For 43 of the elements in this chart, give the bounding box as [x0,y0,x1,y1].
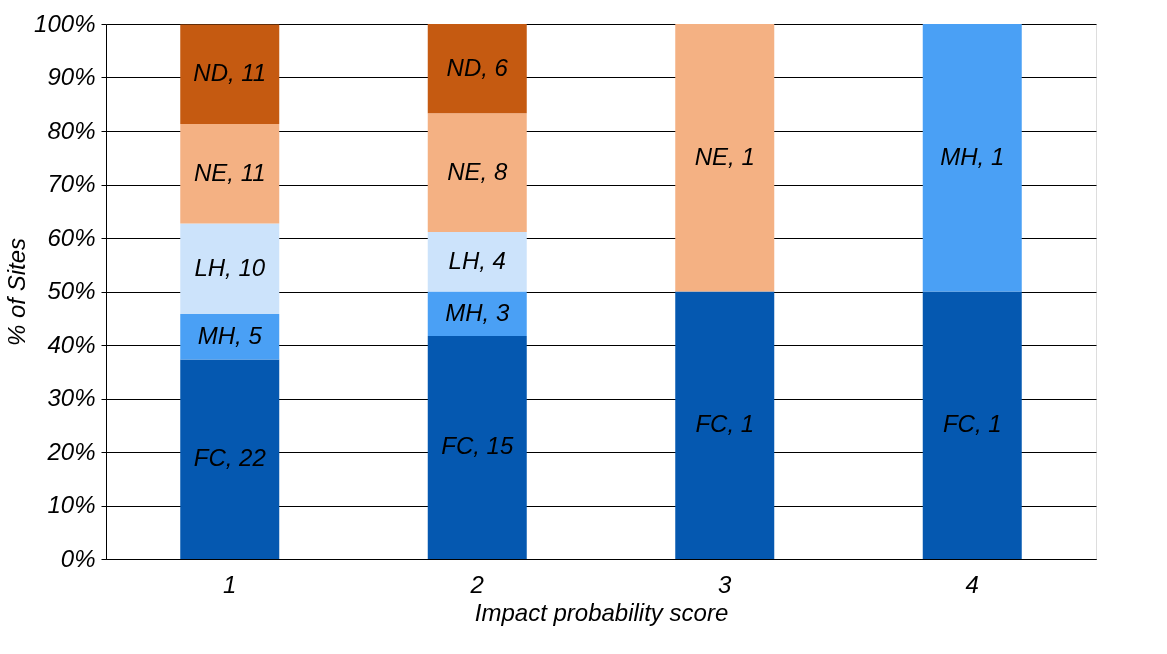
annotation: FC, 1 [942,410,1002,438]
y-tick-label: 20% [46,437,96,465]
y-tick-label: 50% [47,277,96,304]
annotation: FC, 22 [193,444,266,472]
annotation: MH, 5 [197,321,263,349]
annotation: NE, 11 [193,158,266,186]
bar [427,24,527,114]
annotation: FC, 15 [441,432,514,460]
bar [675,291,775,559]
annotation: ND, 11 [193,59,267,87]
x-tick-label: 4 [965,570,979,598]
y-axis-title: % of Sites [3,237,31,347]
bar [427,113,527,233]
annotation: NE, 8 [447,157,508,185]
bar [180,24,280,125]
y-tick-label: 90% [47,63,96,90]
x-tick-label: 1 [223,570,237,598]
bar [922,24,1022,292]
y-tick-label: 30% [47,384,96,411]
annotation: MH, 1 [940,142,1005,170]
annotation: ND, 6 [446,53,509,81]
annotation: MH, 3 [445,298,510,326]
y-tick-label: 100% [34,9,96,37]
annotation: LH, 4 [448,246,506,274]
x-tick-label: 2 [469,570,484,598]
bar [427,335,527,559]
bar [180,223,280,314]
annotation: NE, 1 [694,142,755,170]
x-axis-title: Impact probability score [474,598,729,626]
y-tick-label: 40% [47,330,96,358]
y-tick-label: 60% [47,223,96,251]
bar [180,359,280,559]
x-tick-label: 3 [718,570,733,598]
y-tick-label: 80% [47,116,96,144]
y-tick-label: 70% [47,170,96,197]
bar [922,291,1022,559]
y-tick-label: 0% [60,544,96,572]
annotation: FC, 1 [695,410,755,438]
y-tick-label: 10% [47,491,96,518]
bar [675,24,775,292]
bar [427,232,527,292]
bar [180,124,280,224]
annotation: LH, 10 [194,253,266,281]
